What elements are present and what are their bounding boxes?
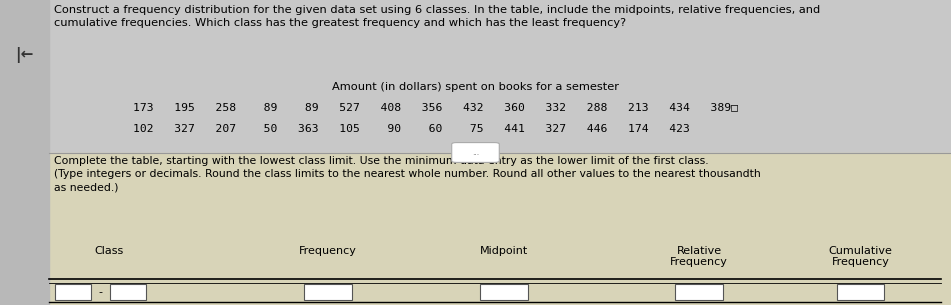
Bar [304,284,352,300]
Bar [0,0,951,152]
Text: Relative
Frequency: Relative Frequency [670,246,728,267]
Bar [837,284,884,300]
Bar [675,284,723,300]
Text: Cumulative
Frequency: Cumulative Frequency [828,246,893,267]
Text: Complete the table, starting with the lowest class limit. Use the minimum data e: Complete the table, starting with the lo… [54,156,761,192]
Bar [480,284,528,300]
FancyBboxPatch shape [452,143,499,163]
Text: |←: |← [15,47,34,63]
Text: Midpoint: Midpoint [480,246,528,256]
Bar [55,284,91,300]
Text: -: - [99,287,103,297]
Text: Class: Class [95,246,124,256]
Text: 102   327   207    50   363   105    90    60    75   441   327   446   174   42: 102 327 207 50 363 105 90 60 75 441 327 … [133,124,690,134]
Text: Frequency: Frequency [300,246,357,256]
Text: Amount (in dollars) spent on books for a semester: Amount (in dollars) spent on books for a… [332,82,619,92]
Text: ...: ... [472,148,479,157]
Bar [110,284,146,300]
Text: Construct a frequency distribution for the given data set using 6 classes. In th: Construct a frequency distribution for t… [54,5,821,28]
Text: 173   195   258    89    89   527   408   356   432   360   332   288   213   43: 173 195 258 89 89 527 408 356 432 360 33… [133,102,738,112]
Bar [0,152,951,305]
Bar [0,0,49,305]
